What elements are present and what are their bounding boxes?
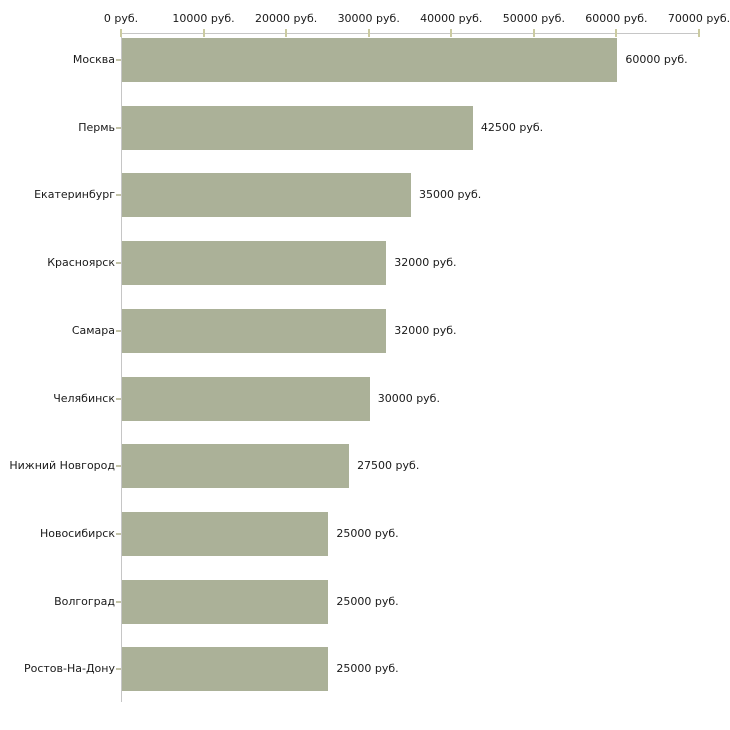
x-axis-tick (367, 29, 370, 37)
bar-Самара[interactable] (122, 308, 387, 353)
category-tick (116, 397, 121, 400)
category-tick (116, 532, 121, 535)
bar-Москва[interactable] (122, 38, 618, 82)
bar-Челябинск[interactable] (122, 376, 370, 421)
value-label: 25000 руб. (336, 662, 399, 676)
x-axis-tick-label: 30000 руб. (337, 12, 400, 25)
category-tick (116, 465, 121, 468)
category-label: Красноярск (47, 256, 115, 270)
x-axis-tick-label: 50000 руб. (502, 12, 565, 25)
category-tick (116, 329, 121, 332)
x-axis-tick-label: 20000 руб. (255, 12, 318, 25)
category-label: Нижний Новгород (9, 459, 115, 473)
category-label: Екатеринбург (34, 188, 115, 202)
x-axis-tick (285, 29, 288, 37)
bar-Екатеринбург[interactable] (122, 173, 411, 218)
category-label: Москва (72, 53, 115, 66)
bar-Новосибирск[interactable] (122, 511, 329, 556)
y-axis-line (121, 33, 122, 702)
value-label: 32000 руб. (394, 323, 457, 337)
value-label: 35000 руб. (419, 188, 482, 202)
bar-Ростов-На-Дону[interactable] (122, 647, 329, 692)
x-axis-tick-label: 10000 руб. (172, 12, 235, 25)
category-tick (116, 194, 121, 197)
value-label: 25000 руб. (336, 526, 399, 540)
bar-Пермь[interactable] (122, 105, 473, 150)
category-tick (116, 126, 121, 129)
bar-Нижний Новгород[interactable] (122, 444, 350, 489)
bar-Волгоград[interactable] (122, 579, 329, 624)
category-label: Волгоград (54, 594, 115, 608)
x-axis-line (121, 33, 700, 34)
x-axis-tick-label: 70000 руб. (667, 12, 730, 25)
x-axis-tick-label: 40000 руб. (420, 12, 483, 25)
value-label: 27500 руб. (357, 459, 420, 473)
x-axis-tick-label: 60000 руб. (585, 12, 648, 25)
value-label: 25000 руб. (336, 594, 399, 608)
category-label: Самара (71, 323, 115, 337)
category-tick (116, 262, 121, 265)
category-tick (116, 668, 121, 671)
category-label: Новосибирск (39, 526, 115, 540)
category-label: Челябинск (53, 391, 115, 405)
x-axis-tick (532, 29, 535, 37)
category-label: Ростов-На-Дону (23, 662, 115, 676)
x-axis-tick (615, 29, 618, 37)
bar-Красноярск[interactable] (122, 241, 387, 286)
x-axis-tick (202, 29, 205, 37)
category-tick (116, 59, 121, 61)
value-label: 32000 руб. (394, 256, 457, 270)
value-label: 42500 руб. (480, 120, 544, 134)
category-label: Пермь (78, 120, 115, 134)
x-axis-tick-label: 0 руб. (103, 12, 139, 25)
value-label: 30000 руб. (377, 391, 440, 405)
value-label: 60000 руб. (625, 53, 688, 66)
x-axis-tick (120, 29, 122, 37)
x-axis-tick (698, 29, 700, 37)
category-tick (116, 600, 121, 603)
x-axis-tick (450, 29, 453, 37)
